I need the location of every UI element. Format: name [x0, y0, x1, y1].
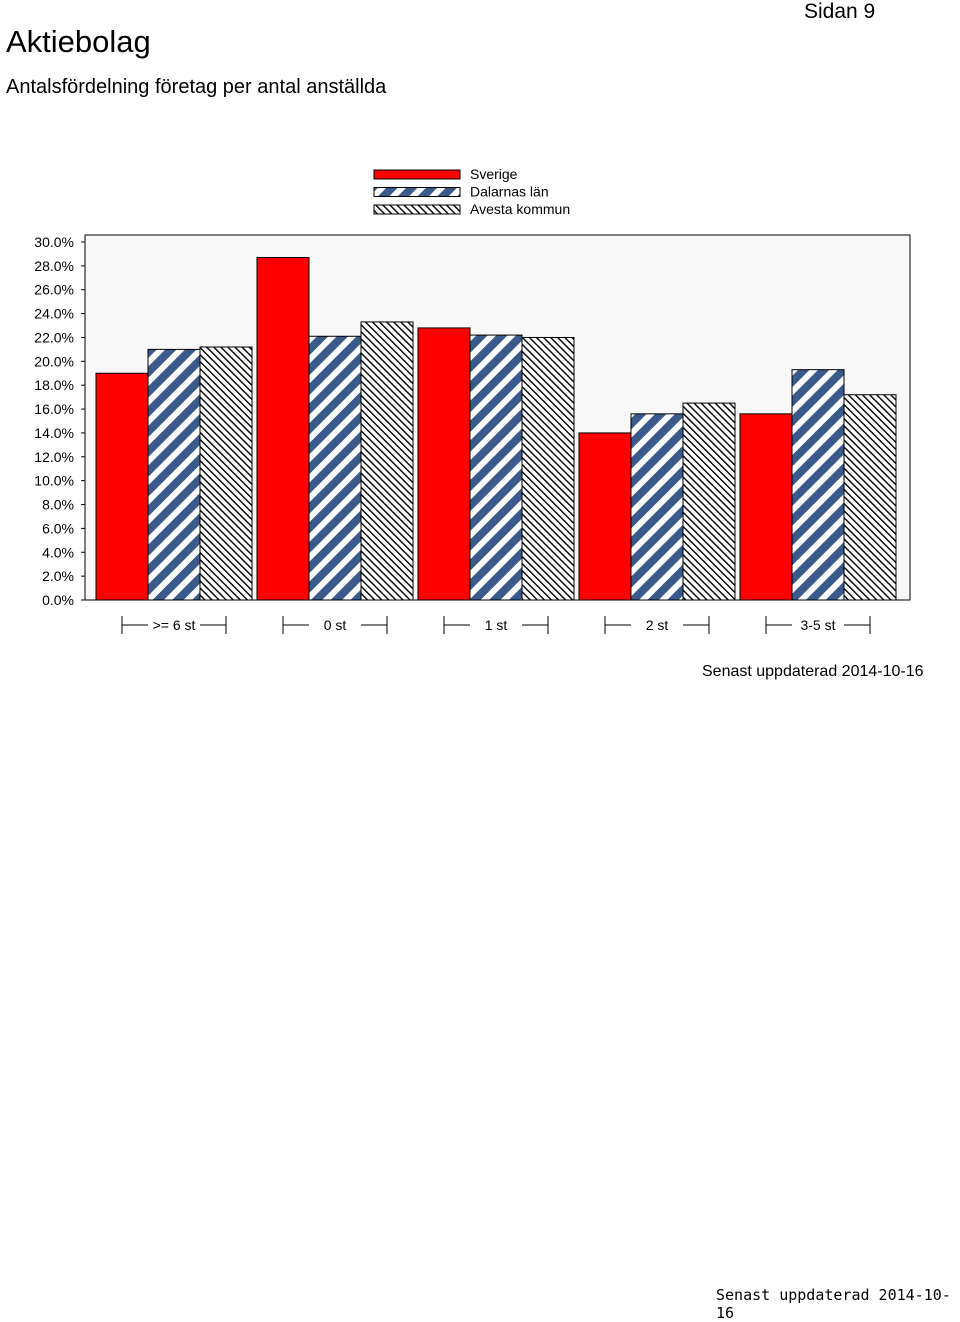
x-tick-label: 3-5 st	[800, 617, 835, 633]
y-tick-label: 10.0%	[34, 473, 74, 489]
last-updated-label: Senast uppdaterad 2014-10-16	[702, 663, 924, 680]
bar	[199, 346, 253, 601]
page-number: Sidan 9	[804, 0, 876, 23]
bar	[578, 432, 632, 601]
x-axis: >= 6 st 0 st 1 st 2 st 3-5 st	[121, 616, 871, 634]
y-tick-label: 22.0%	[34, 329, 74, 345]
footer-stamp: Senast uppdaterad 2014-10-16	[716, 1286, 951, 1322]
legend-label: Dalarnas län	[470, 184, 549, 200]
bar	[147, 348, 201, 601]
legend-swatch	[373, 169, 461, 180]
x-tick-label: 0 st	[324, 617, 347, 633]
y-tick-label: 14.0%	[34, 425, 74, 441]
y-tick-label: 2.0%	[42, 568, 74, 584]
y-tick-label: 20.0%	[34, 353, 74, 369]
y-tick-label: 28.0%	[34, 258, 74, 274]
bar	[256, 257, 310, 601]
y-tick-label: 16.0%	[34, 401, 74, 417]
bar	[739, 413, 793, 601]
legend-swatch	[373, 187, 461, 197]
bar	[469, 334, 523, 601]
legend-swatch	[373, 204, 461, 215]
bar	[521, 336, 575, 601]
page-subtitle: Antalsfördelning företag per antal anstä…	[6, 76, 387, 98]
bar	[308, 335, 362, 601]
y-tick-label: 4.0%	[42, 544, 74, 560]
bar	[682, 402, 736, 601]
x-tick-label: 2 st	[646, 617, 669, 633]
y-axis: 0.0% 2.0% 4.0% 6.0% 8.0% 10.0% 12.0% 14.0% 16.0%…	[34, 234, 85, 608]
bar	[630, 413, 684, 601]
bars	[95, 257, 897, 601]
bar	[791, 369, 845, 601]
page-title: Aktiebolag	[6, 24, 151, 59]
x-tick-label: 1 st	[485, 617, 508, 633]
y-tick-label: 30.0%	[34, 234, 74, 250]
y-tick-label: 18.0%	[34, 377, 74, 393]
y-tick-label: 24.0%	[34, 306, 74, 322]
bar	[843, 394, 897, 601]
legend-label: Sverige	[470, 166, 518, 182]
bar	[95, 372, 149, 601]
y-tick-label: 8.0%	[42, 497, 74, 513]
bar	[360, 321, 414, 601]
y-tick-label: 12.0%	[34, 449, 74, 465]
y-tick-label: 26.0%	[34, 282, 74, 298]
y-tick-label: 0.0%	[42, 592, 74, 608]
legend-label: Avesta kommun	[470, 201, 570, 217]
bar	[417, 327, 471, 601]
x-tick-label: >= 6 st	[153, 617, 196, 633]
y-tick-label: 6.0%	[42, 520, 74, 536]
